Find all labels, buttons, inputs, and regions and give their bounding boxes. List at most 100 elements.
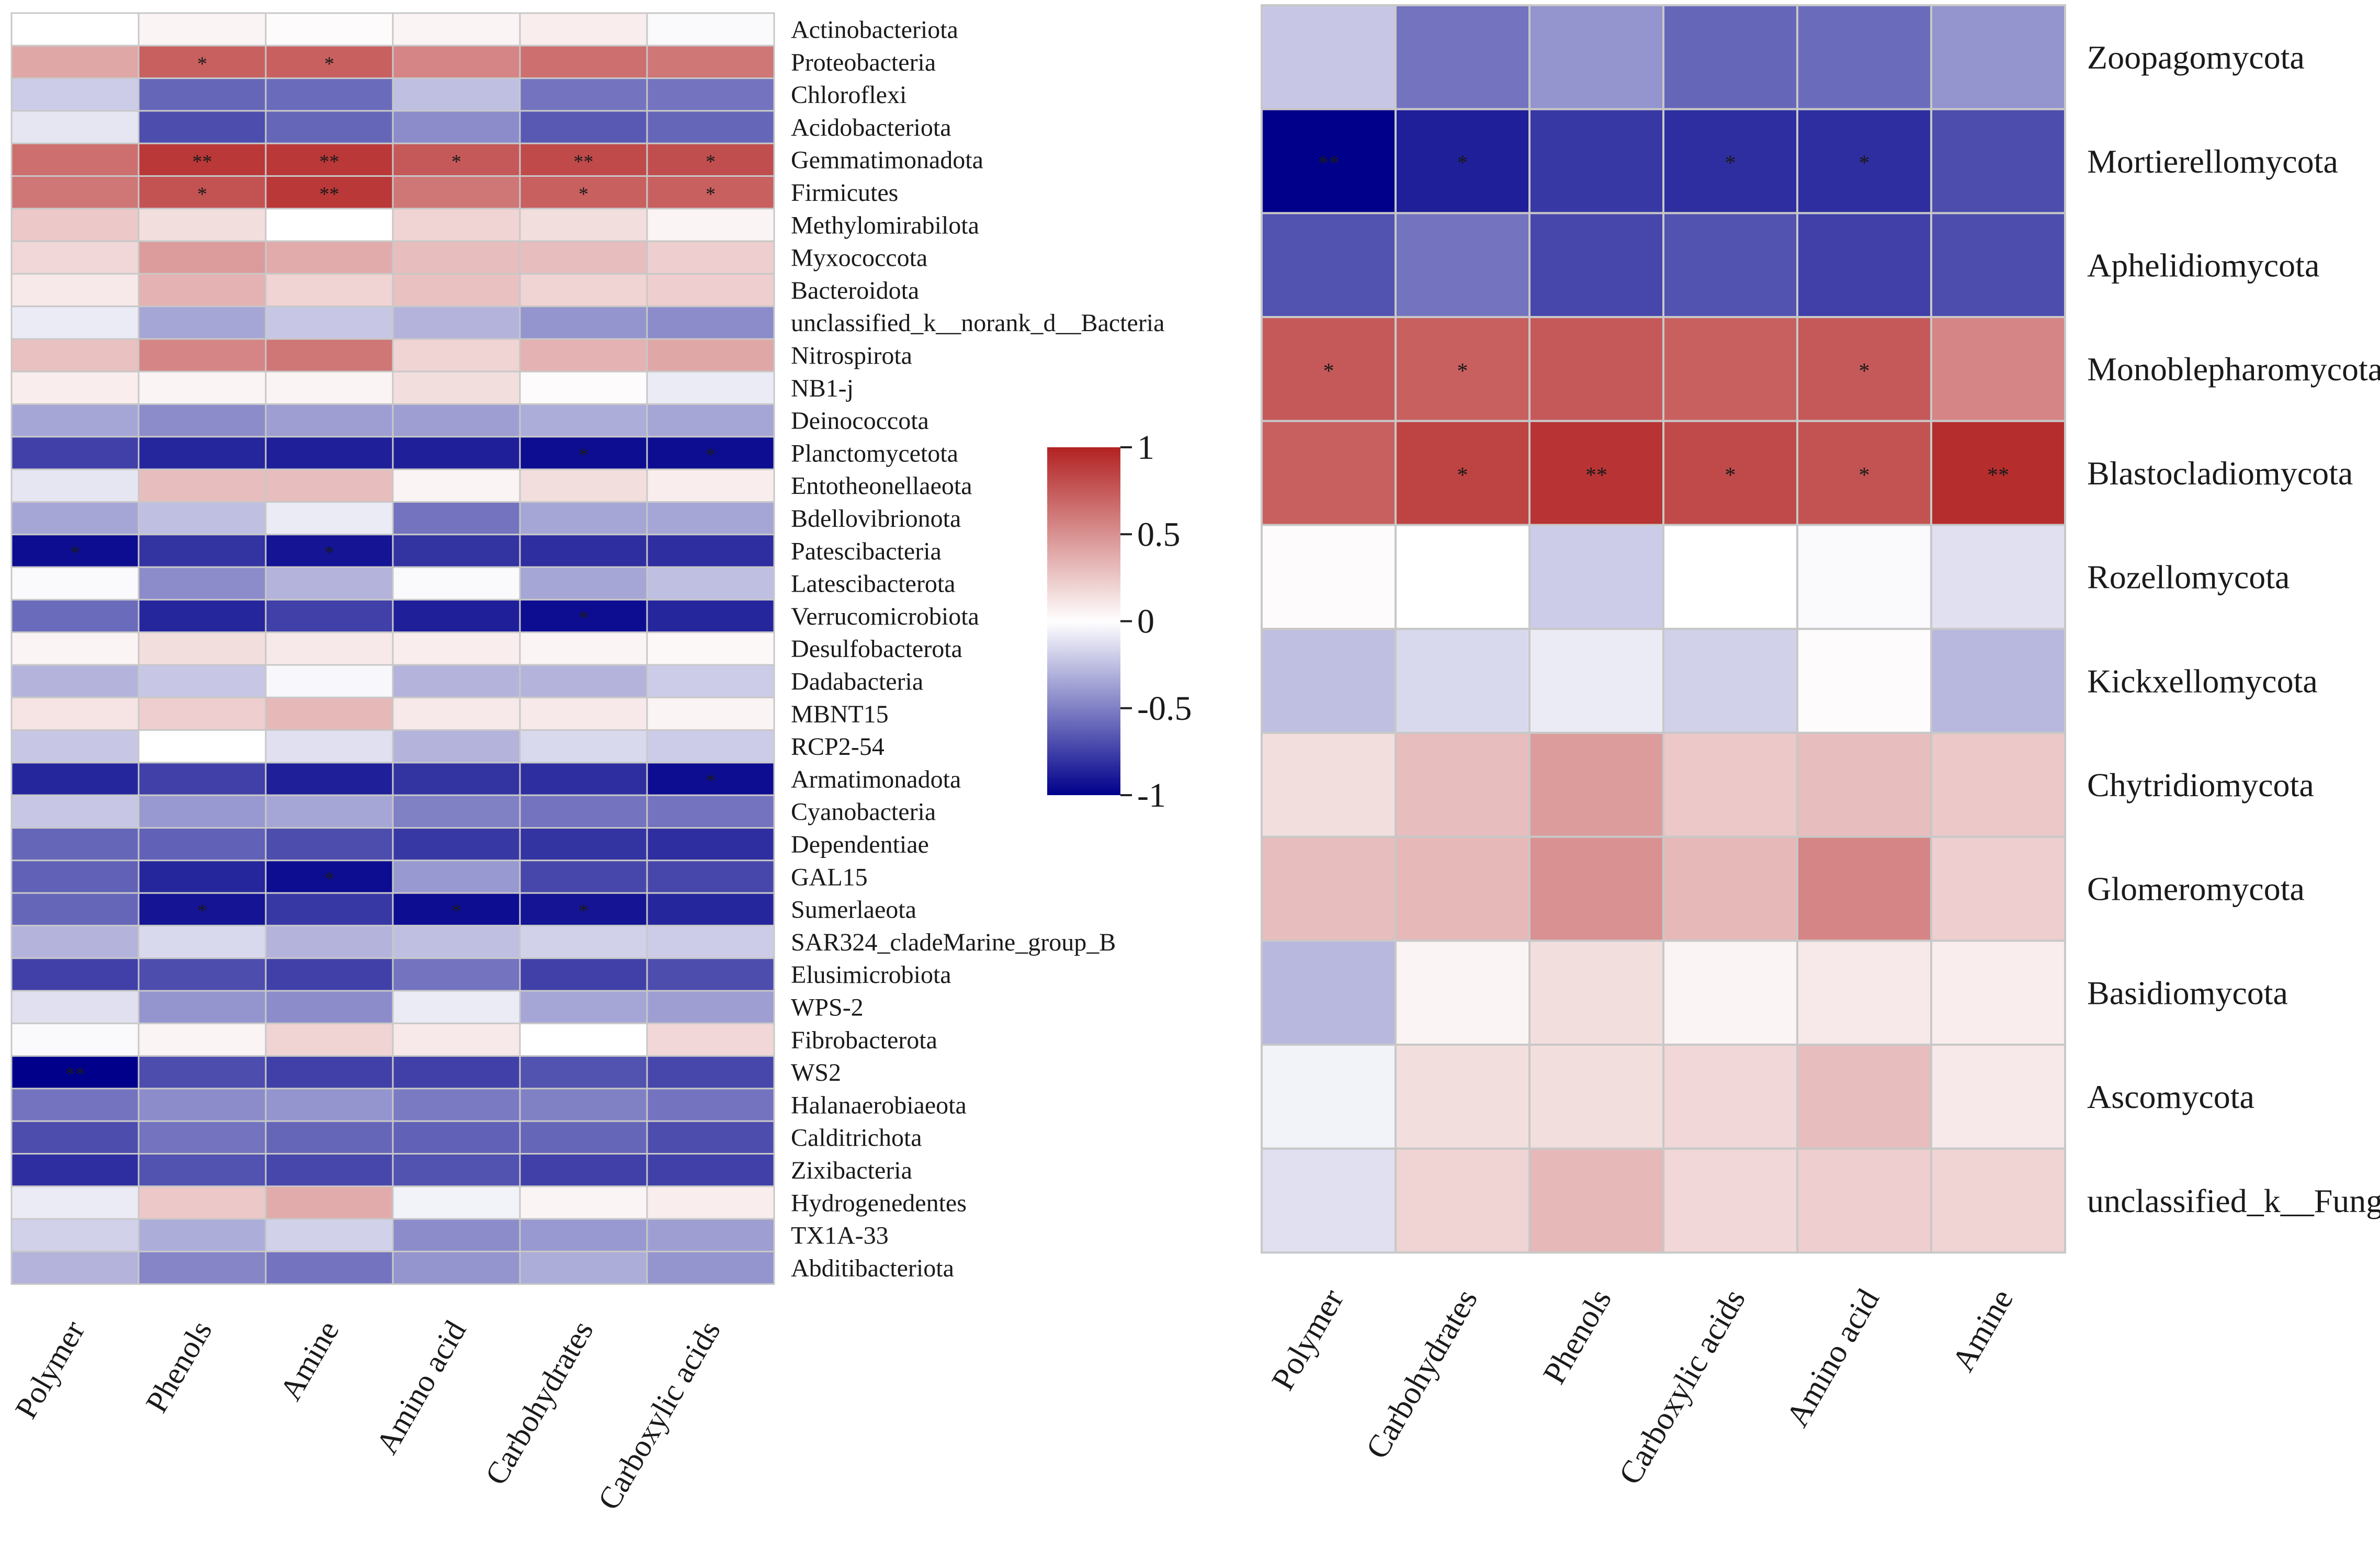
fungi-cell-basidiomycota-amino-acid bbox=[1796, 940, 1932, 1046]
fungi-cell-monoblepharomycota-polymer bbox=[1261, 316, 1397, 422]
bacteria-cell-abditibacteriota-amino-acid bbox=[392, 1250, 521, 1285]
fungi-row-label-glomeromycota: Glomeromycota bbox=[2087, 870, 2305, 908]
bacteria-cell-halanaerobiaeota-polymer bbox=[10, 1088, 140, 1122]
bacteria-significance-patescibacteria-amine: * bbox=[324, 542, 334, 564]
bacteria-cell-entotheonellaeota-amino-acid bbox=[392, 468, 521, 503]
fungi-cell-zoopagomycota-phenols bbox=[1528, 4, 1664, 110]
fungi-column-label-amino-acid: Amino acid bbox=[1780, 1283, 1886, 1433]
bacteria-cell-hydrogenedentes-carbohydrates bbox=[519, 1185, 648, 1220]
bacteria-cell-hydrogenedentes-amine bbox=[265, 1185, 394, 1220]
bacteria-row-label-chloroflexi: Chloroflexi bbox=[791, 81, 906, 109]
bacteria-cell-mbnt15-carboxylic-acids bbox=[646, 696, 775, 731]
bacteria-row-label-firmicutes: Firmicutes bbox=[791, 179, 898, 207]
fungi-significance-mortierellomycota-carboxylic-acids: * bbox=[1725, 152, 1736, 176]
fungi-cell-rozellomycota-amino-acid bbox=[1796, 524, 1932, 630]
bacteria-cell-sar324-clademarine-group-b-polymer bbox=[10, 924, 140, 959]
bacteria-cell-bdellovibrionota-polymer bbox=[10, 501, 140, 536]
fungi-column-label-carboxylic-acids: Carboxylic acids bbox=[1612, 1283, 1752, 1490]
bacteria-cell-proteobacteria-phenols bbox=[138, 44, 267, 80]
bacteria-cell-entotheonellaeota-polymer bbox=[10, 468, 140, 503]
bacteria-cell-proteobacteria-amine bbox=[265, 44, 394, 80]
bacteria-cell-unclassified-k-norank-d-bacteria-carboxylic-acids bbox=[646, 306, 775, 340]
bacteria-cell-latescibacterota-carbohydrates bbox=[519, 566, 648, 601]
bacteria-cell-sumerlaeota-phenols bbox=[138, 892, 267, 926]
bacteria-cell-chloroflexi-amine bbox=[265, 77, 394, 112]
bacteria-cell-deinococcota-phenols bbox=[138, 403, 267, 438]
bacteria-row-label-nb1-j: NB1-j bbox=[791, 375, 854, 402]
bacteria-cell-entotheonellaeota-carboxylic-acids bbox=[646, 468, 775, 503]
bacteria-row-label-actinobacteriota: Actinobacteriota bbox=[791, 16, 958, 43]
fungi-cell-chytridiomycota-phenols bbox=[1528, 731, 1664, 838]
bacteria-cell-planctomycetota-phenols bbox=[138, 436, 267, 470]
fungi-cell-glomeromycota-phenols bbox=[1528, 835, 1664, 942]
fungi-row-label-basidiomycota: Basidiomycota bbox=[2087, 974, 2288, 1011]
fungi-cell-zoopagomycota-carboxylic-acids bbox=[1662, 4, 1798, 110]
fungi-cell-monoblepharomycota-amino-acid bbox=[1796, 316, 1932, 422]
bacteria-cell-planctomycetota-carbohydrates bbox=[519, 436, 648, 470]
bacteria-cell-wps-2-polymer bbox=[10, 990, 140, 1024]
bacteria-row-label-dependentiae: Dependentiae bbox=[791, 831, 929, 858]
fungi-significance-monoblepharomycota-polymer: * bbox=[1323, 359, 1334, 383]
bacteria-significance-patescibacteria-polymer: * bbox=[70, 542, 80, 564]
bacteria-cell-nb1-j-carboxylic-acids bbox=[646, 370, 775, 405]
bacteria-row-label-rcp2-54: RCP2-54 bbox=[791, 733, 885, 761]
bacteria-cell-rcp2-54-polymer bbox=[10, 729, 140, 764]
fungi-column-label-polymer: Polymer bbox=[1265, 1283, 1351, 1396]
bacteria-cell-actinobacteriota-carboxylic-acids bbox=[646, 12, 775, 47]
bacteria-cell-wps-2-carboxylic-acids bbox=[646, 990, 775, 1024]
bacteria-cell-calditrichota-amino-acid bbox=[392, 1120, 521, 1155]
bacteria-cell-mbnt15-polymer bbox=[10, 696, 140, 731]
bacteria-cell-patescibacteria-phenols bbox=[138, 534, 267, 568]
bacteria-cell-latescibacterota-phenols bbox=[138, 566, 267, 601]
bacteria-cell-verrucomicrobiota-amine bbox=[265, 598, 394, 634]
bacteria-cell-latescibacterota-polymer bbox=[10, 566, 140, 601]
bacteria-row-label-unclassified-k-norank-d-bacteria: unclassified_k__norank_d__Bacteria bbox=[791, 309, 1164, 337]
bacteria-cell-elusimicrobiota-phenols bbox=[138, 957, 267, 992]
bacteria-cell-elusimicrobiota-amino-acid bbox=[392, 957, 521, 992]
bacteria-cell-bdellovibrionota-carbohydrates bbox=[519, 501, 648, 536]
bacteria-cell-sumerlaeota-carboxylic-acids bbox=[646, 892, 775, 926]
bacteria-column-label-amino-acid: Amino acid bbox=[369, 1315, 473, 1460]
bacteria-cell-halanaerobiaeota-amine bbox=[265, 1088, 394, 1122]
fungi-row-label-unclassified-k-fungi: unclassified_k__Fungi bbox=[2087, 1182, 2380, 1219]
bacteria-cell-dependentiae-polymer bbox=[10, 827, 140, 862]
fungi-cell-basidiomycota-carbohydrates bbox=[1395, 940, 1531, 1046]
bacteria-cell-ws2-amino-acid bbox=[392, 1055, 521, 1090]
bacteria-cell-deinococcota-carboxylic-acids bbox=[646, 403, 775, 438]
bacteria-row-label-sar324-clademarine-group-b: SAR324_cladeMarine_group_B bbox=[791, 929, 1116, 956]
bacteria-cell-bacteroidota-phenols bbox=[138, 273, 267, 308]
bacteria-cell-acidobacteriota-amino-acid bbox=[392, 110, 521, 144]
bacteria-significance-planctomycetota-carbohydrates: * bbox=[579, 444, 588, 466]
bacteria-cell-bacteroidota-polymer bbox=[10, 273, 140, 308]
bacteria-cell-verrucomicrobiota-polymer bbox=[10, 598, 140, 634]
bacteria-row-label-desulfobacterota: Desulfobacterota bbox=[791, 635, 962, 663]
fungi-significance-blastocladiomycota-amine: ** bbox=[1987, 463, 2009, 488]
bacteria-row-labels: Actinobacteriota Proteobacteria Chloroflex… bbox=[791, 16, 1164, 1282]
bacteria-cell-zixibacteria-amino-acid bbox=[392, 1153, 521, 1187]
bacteria-cell-abditibacteriota-carboxylic-acids bbox=[646, 1250, 775, 1285]
fungi-cell-basidiomycota-amine bbox=[1930, 940, 2066, 1046]
bacteria-cell-dadabacteria-carbohydrates bbox=[519, 664, 648, 698]
bacteria-cell-gal15-phenols bbox=[138, 859, 267, 894]
bacteria-cell-zixibacteria-phenols bbox=[138, 1153, 267, 1187]
fungi-cell-kickxellomycota-amino-acid bbox=[1796, 628, 1932, 734]
fungi-significance-blastocladiomycota-amino-acid: * bbox=[1859, 463, 1870, 488]
fungi-cell-blastocladiomycota-carboxylic-acids bbox=[1662, 420, 1798, 526]
bacteria-significance-firmicutes-carbohydrates: * bbox=[579, 184, 588, 206]
fungi-cell-unclassified-k-fungi-carbohydrates bbox=[1395, 1147, 1531, 1254]
bacteria-row-label-tx1a-33: TX1A-33 bbox=[791, 1222, 889, 1250]
bacteria-row-label-nitrospirota: Nitrospirota bbox=[791, 342, 912, 369]
bacteria-cell-desulfobacterota-carboxylic-acids bbox=[646, 631, 775, 666]
fungi-cell-rozellomycota-amine bbox=[1930, 524, 2066, 630]
bacteria-cell-bacteroidota-carboxylic-acids bbox=[646, 273, 775, 308]
bacteria-cell-actinobacteriota-polymer bbox=[10, 12, 140, 47]
fungi-cell-ascomycota-polymer bbox=[1261, 1044, 1397, 1150]
fungi-cell-unclassified-k-fungi-polymer bbox=[1261, 1147, 1397, 1254]
bacteria-cell-nitrospirota-carbohydrates bbox=[519, 338, 648, 372]
bacteria-cell-halanaerobiaeota-phenols bbox=[138, 1088, 267, 1122]
bacteria-cell-nb1-j-polymer bbox=[10, 370, 140, 405]
bacteria-cell-deinococcota-carbohydrates bbox=[519, 403, 648, 438]
bacteria-row-label-mbnt15: MBNT15 bbox=[791, 700, 889, 728]
bacteria-cell-proteobacteria-amino-acid bbox=[392, 44, 521, 80]
bacteria-cell-fibrobacterota-carbohydrates bbox=[519, 1022, 648, 1057]
